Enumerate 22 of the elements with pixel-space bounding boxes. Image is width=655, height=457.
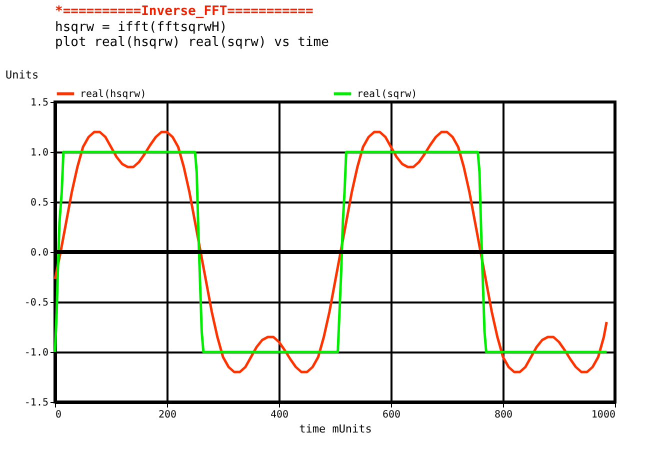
- y-tick-label: 0.0: [30, 248, 48, 258]
- x-tick-label: 0: [56, 410, 62, 420]
- text: plot real(hsqrw) real(sqrw) vs time: [55, 35, 330, 50]
- legend-label: real(hsqrw): [80, 88, 146, 100]
- x-axis-title: time mUnits: [299, 422, 372, 436]
- text: hsqrw = ifft(fftsqrwH): [55, 20, 228, 35]
- y-tick-label: -1.0: [24, 348, 48, 358]
- y-tick-label: 0.5: [30, 198, 48, 208]
- x-tick-label: 600: [382, 410, 401, 420]
- y-tick-label: -0.5: [24, 298, 48, 308]
- chart-title: *==========Inverse_FFT===========: [55, 4, 314, 19]
- y-tick-label: 1.0: [30, 148, 48, 158]
- y-tick-label: -1.5: [24, 398, 48, 408]
- line-series: [54, 130, 608, 374]
- x-tick-label: 400: [270, 410, 289, 420]
- x-tick-label: 200: [158, 410, 177, 420]
- x-tick-label: 800: [494, 410, 513, 420]
- legend-label: real(sqrw): [357, 88, 418, 100]
- x-tick-label: 1000: [591, 410, 616, 420]
- y-tick-label: 1.5: [30, 98, 48, 108]
- line-series: [54, 150, 608, 354]
- y-axis-title: Units: [6, 68, 39, 82]
